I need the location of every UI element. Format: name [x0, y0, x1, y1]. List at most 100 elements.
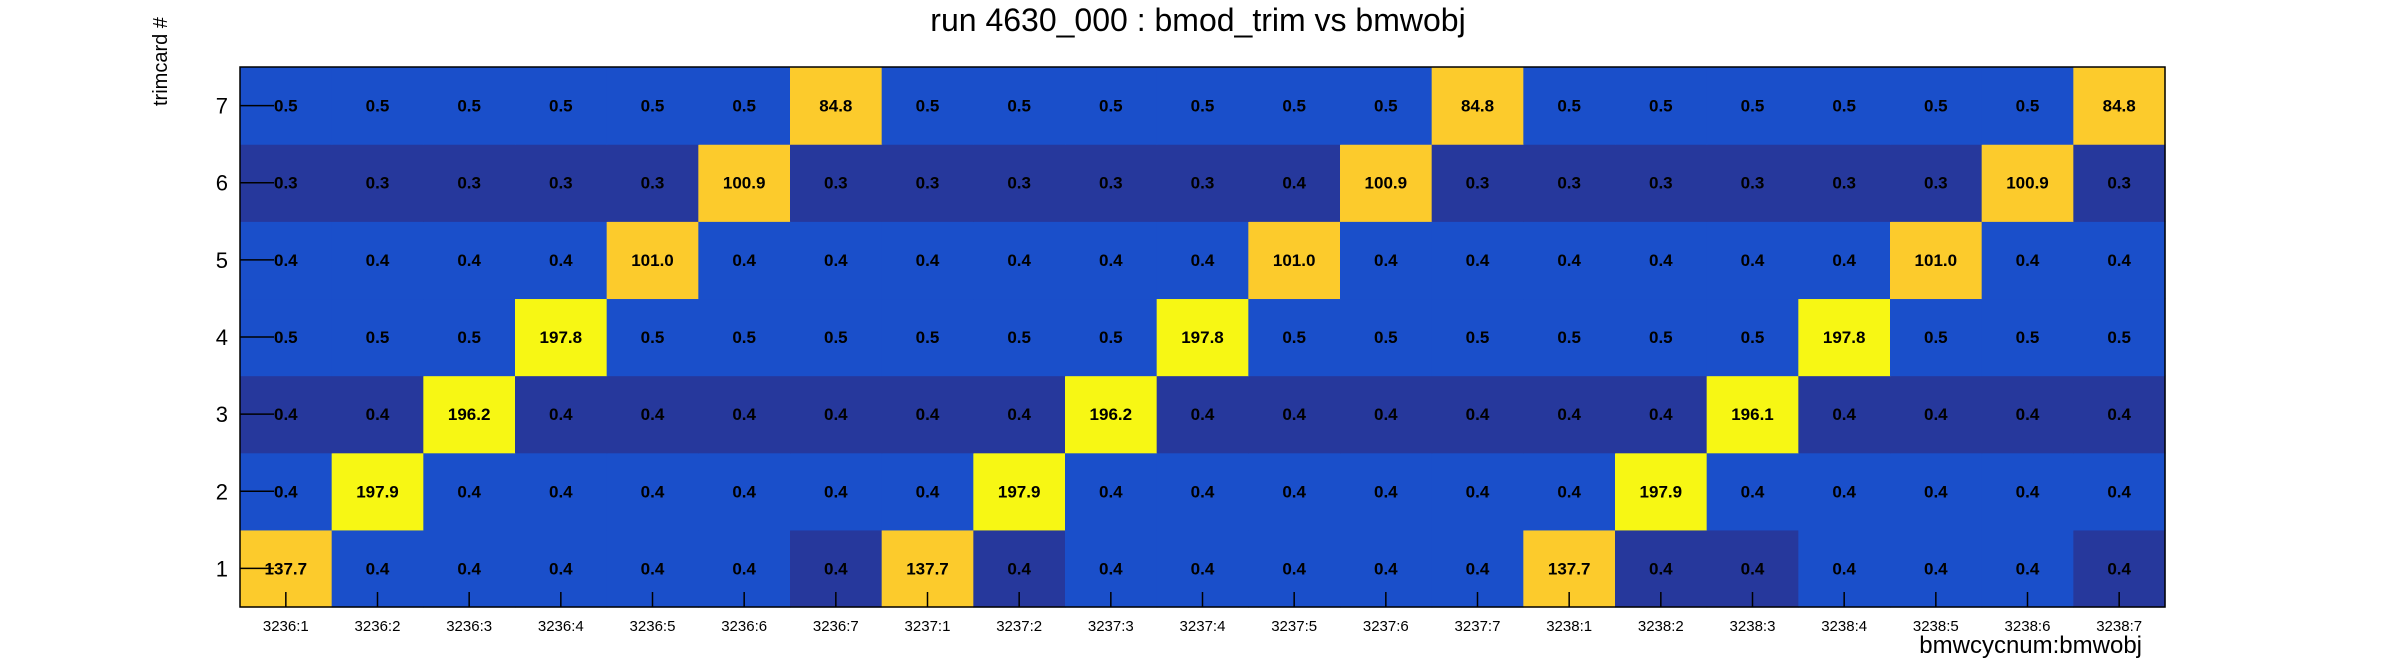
heatmap-cell	[2073, 375, 2166, 454]
heatmap-cell	[881, 298, 974, 377]
heatmap-cell	[1156, 452, 1249, 531]
heatmap-cell	[606, 298, 699, 377]
heatmap-cell	[1248, 452, 1341, 531]
heatmap-cell	[1615, 144, 1708, 222]
heatmap-cell	[2073, 452, 2166, 531]
cell-value-label: 0.5	[1557, 97, 1581, 116]
cell-value-label: 0.4	[1282, 559, 1306, 578]
cell-value-label: 196.2	[448, 405, 491, 424]
heatmap-cell	[606, 375, 699, 454]
y-tick-label: 4	[216, 325, 228, 350]
cell-value-label: 0.4	[641, 405, 665, 424]
heatmap-cell	[790, 67, 883, 145]
heatmap-cell	[1431, 375, 1524, 454]
cell-value-label: 0.4	[2107, 405, 2131, 424]
cell-value-label: 137.7	[1548, 559, 1591, 578]
heatmap-cell	[2073, 67, 2166, 145]
x-tick-label: 3237:3	[1088, 618, 1134, 635]
heatmap-cell	[1431, 452, 1524, 531]
cell-value-label: 0.5	[1741, 328, 1765, 347]
x-tick-label: 3236:4	[538, 618, 584, 635]
x-tick-label: 3236:2	[355, 618, 401, 635]
cell-value-label: 0.4	[457, 559, 481, 578]
cell-value-label: 0.4	[2016, 482, 2040, 501]
heatmap-cell	[331, 221, 424, 300]
cell-value-label: 100.9	[1365, 174, 1408, 193]
heatmap-cell	[790, 221, 883, 300]
heatmap-cell	[1798, 67, 1891, 145]
heatmap-cell	[423, 67, 516, 145]
cell-value-label: 0.4	[1832, 251, 1856, 270]
heatmap-cell	[1615, 221, 1708, 300]
heatmap-cell	[1981, 375, 2074, 454]
cell-value-label: 0.5	[366, 328, 390, 347]
heatmap-cell	[423, 144, 516, 222]
heatmap-cell	[1523, 144, 1616, 222]
cell-value-label: 0.4	[1649, 251, 1673, 270]
heatmap-cell	[698, 67, 791, 145]
heatmap-cell	[1065, 67, 1158, 145]
heatmap-cell	[2073, 144, 2166, 222]
cell-value-label: 0.5	[274, 328, 298, 347]
heatmap-cell	[331, 144, 424, 222]
cell-value-label: 0.4	[824, 251, 848, 270]
heatmap-cell	[1248, 298, 1341, 377]
cell-value-label: 0.5	[1282, 97, 1306, 116]
cell-value-label: 0.4	[1557, 251, 1581, 270]
cell-value-label: 0.4	[1741, 559, 1765, 578]
cell-value-label: 0.4	[1282, 405, 1306, 424]
cell-value-label: 0.5	[1649, 97, 1673, 116]
cell-value-label: 0.4	[2016, 405, 2040, 424]
heatmap-cell	[2073, 221, 2166, 300]
cell-value-label: 0.4	[641, 482, 665, 501]
heatmap-cell	[1340, 67, 1433, 145]
cell-value-label: 0.5	[549, 97, 573, 116]
cell-value-label: 0.4	[2016, 559, 2040, 578]
cell-value-label: 0.3	[1099, 174, 1123, 193]
cell-value-label: 137.7	[265, 559, 308, 578]
heatmap-cell	[1706, 144, 1799, 222]
cell-value-label: 84.8	[2103, 97, 2136, 116]
x-tick-label: 3237:5	[1271, 618, 1317, 635]
x-tick-label: 3237:1	[905, 618, 951, 635]
cell-value-label: 0.5	[916, 97, 940, 116]
cell-value-label: 0.4	[1099, 559, 1123, 578]
cell-value-label: 0.3	[1466, 174, 1490, 193]
cell-value-label: 0.3	[824, 174, 848, 193]
cell-value-label: 0.4	[1649, 559, 1673, 578]
cell-value-label: 0.5	[1099, 97, 1123, 116]
heatmap-cell	[515, 452, 608, 531]
heatmap-cell	[1615, 67, 1708, 145]
cell-value-label: 0.4	[1007, 405, 1031, 424]
chart-title: run 4630_000 : bmod_trim vs bmwobj	[930, 2, 1466, 38]
cell-value-label: 137.7	[906, 559, 949, 578]
heatmap-cell	[1615, 298, 1708, 377]
cell-value-label: 0.5	[732, 97, 756, 116]
x-tick-label: 3236:3	[446, 618, 492, 635]
heatmap-cell	[1431, 144, 1524, 222]
cell-value-label: 0.5	[2016, 328, 2040, 347]
cell-value-label: 0.4	[732, 251, 756, 270]
heatmap-cell	[606, 67, 699, 145]
cell-value-label: 197.9	[356, 482, 399, 501]
cell-value-label: 0.3	[916, 174, 940, 193]
cell-value-label: 0.4	[1832, 405, 1856, 424]
cell-value-label: 0.5	[366, 97, 390, 116]
heatmap-cell	[1706, 375, 1799, 454]
heatmap-cell	[1615, 452, 1708, 531]
heatmap-cell	[1706, 298, 1799, 377]
heatmap-cell	[1798, 144, 1891, 222]
cell-value-label: 0.4	[2107, 251, 2131, 270]
cell-value-label: 0.5	[457, 97, 481, 116]
heatmap-cell	[1798, 221, 1891, 300]
heatmap-cell	[1523, 221, 1616, 300]
y-tick-label: 6	[216, 171, 228, 196]
heatmap-cell	[1706, 452, 1799, 531]
x-tick-label: 3237:7	[1455, 618, 1501, 635]
cell-value-label: 0.4	[1557, 482, 1581, 501]
heatmap-cell	[698, 375, 791, 454]
x-tick-label: 3236:7	[813, 618, 859, 635]
cell-value-label: 100.9	[2006, 174, 2049, 193]
cell-value-label: 0.5	[1649, 328, 1673, 347]
